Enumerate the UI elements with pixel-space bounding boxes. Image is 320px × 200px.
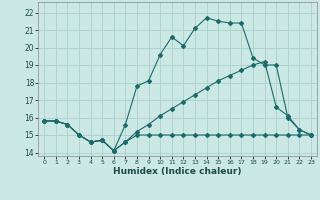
- X-axis label: Humidex (Indice chaleur): Humidex (Indice chaleur): [113, 167, 242, 176]
